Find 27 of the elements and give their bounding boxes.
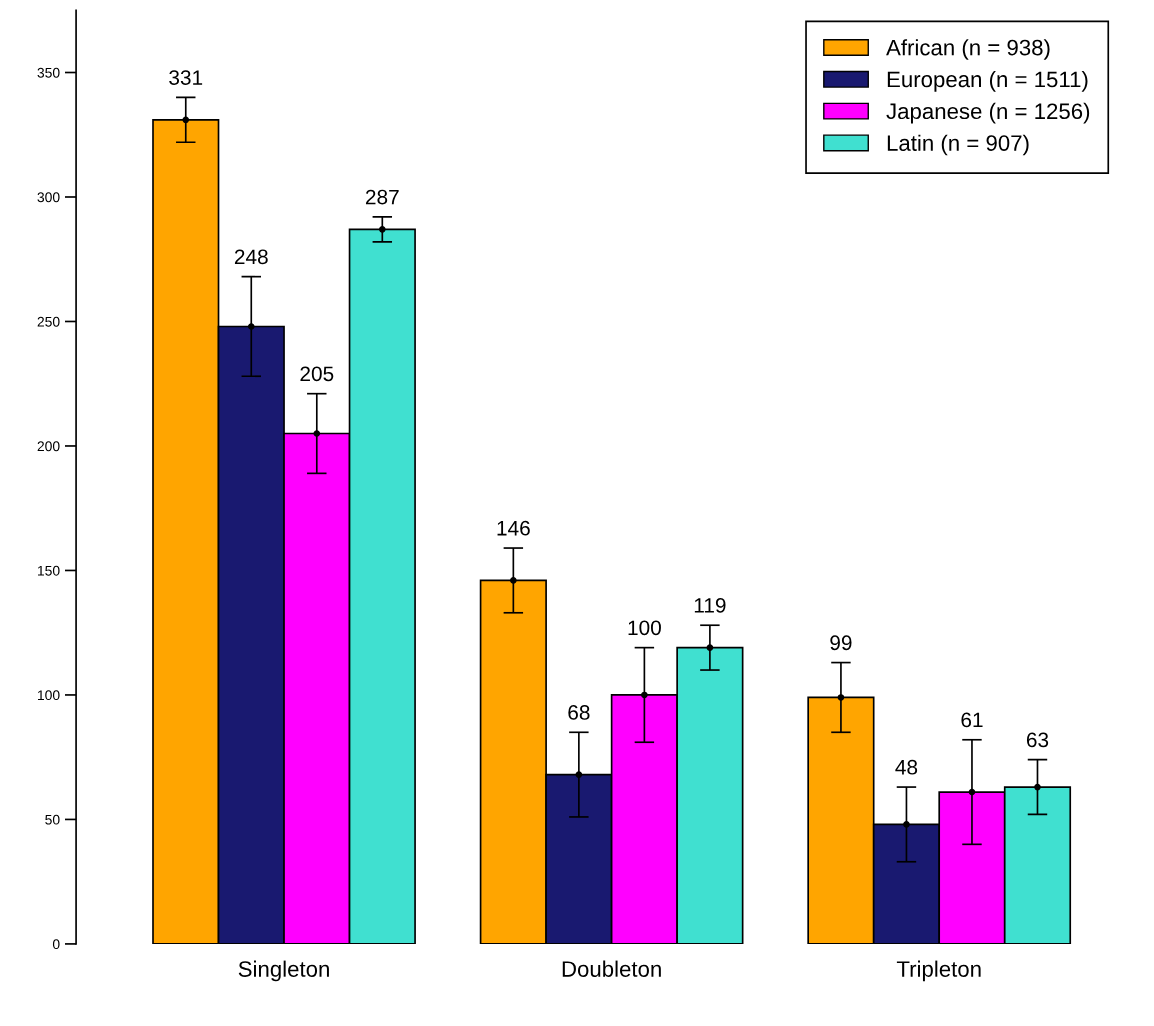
- data-label: 99: [830, 635, 852, 651]
- y-tick-label: 200: [37, 441, 60, 452]
- data-label: 119: [694, 598, 726, 613]
- y-tick-label: 100: [38, 690, 60, 701]
- data-label: 146: [497, 520, 530, 536]
- data-label: 68: [568, 705, 590, 720]
- data-label: 100: [628, 620, 661, 636]
- data-label: 248: [234, 249, 268, 265]
- y-tick-label: 0: [52, 939, 60, 950]
- y-tick-label: 350: [37, 67, 60, 78]
- y-tick-label: 150: [38, 565, 60, 576]
- y-tick-label: 50: [45, 814, 60, 825]
- legend-label: Latin (n = 907): [887, 134, 1029, 156]
- data-label: 205: [300, 366, 334, 382]
- data-label: 287: [365, 189, 399, 205]
- data-label: 48: [895, 759, 918, 775]
- y-tick-label: 250: [37, 316, 60, 327]
- x-tick-label: Singleton: [238, 960, 329, 982]
- y-tick-label: 300: [37, 192, 60, 203]
- data-label: 331: [169, 70, 203, 85]
- x-tick-label: Tripleton: [896, 960, 981, 982]
- x-tick-label: Doubleton: [562, 960, 661, 977]
- legend-label: European (n = 1511): [887, 70, 1088, 92]
- legend-label: Japanese (n = 1256): [886, 102, 1090, 124]
- data-label: 61: [961, 712, 983, 728]
- legend-label: African (n = 938): [886, 39, 1050, 60]
- data-label: 63: [1026, 732, 1049, 748]
